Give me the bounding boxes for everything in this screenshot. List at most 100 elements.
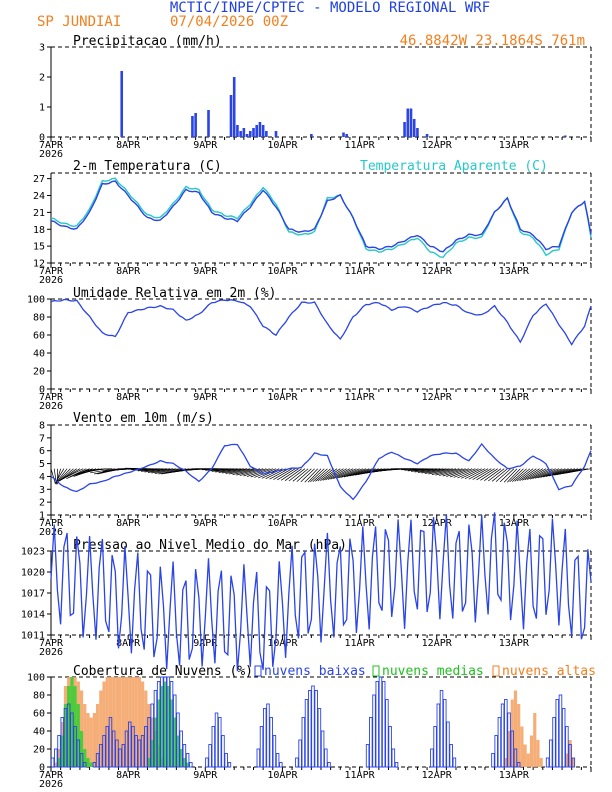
cloud-low-bar: [549, 739, 553, 768]
panel-title: 2-m Temperatura (C): [73, 159, 222, 174]
wind-barb: [280, 468, 299, 481]
cloud-low-bar: [256, 748, 261, 768]
cloud-low-bar: [568, 744, 572, 768]
wind-barb: [349, 468, 373, 477]
cloud-high-bar: [96, 704, 100, 767]
wind-barb: [151, 468, 177, 474]
precip-bar: [274, 131, 278, 137]
wind-barb: [90, 468, 116, 474]
cloud-low-bar: [63, 708, 68, 768]
x-tick-label: 10APR: [267, 638, 298, 649]
y-tick-label: 2: [39, 73, 45, 84]
year-label: 2026: [39, 149, 63, 160]
x-tick-label: 13APR: [499, 266, 530, 277]
x-tick-label: 8APR: [116, 392, 141, 403]
wind-barb: [411, 468, 437, 472]
cloud-mid-bar: [67, 686, 71, 767]
cloud-mid-bar: [169, 699, 174, 767]
wind-barb: [232, 468, 257, 475]
cloud-low-bar: [369, 717, 373, 768]
x-tick-label: 7APR: [39, 266, 64, 277]
cloud-legend-swatch: [254, 665, 262, 677]
cloud-low-bar: [92, 762, 97, 768]
wind-barb: [341, 468, 363, 478]
wind-barb: [431, 468, 457, 475]
panel-title: Precipitacao (mm/h): [73, 34, 222, 49]
wind-barb: [414, 468, 440, 473]
wind-barb: [537, 468, 559, 479]
x-tick-label: 12APR: [422, 392, 453, 403]
cloud-high-bar: [571, 758, 575, 767]
cloud-low-bar: [311, 685, 315, 768]
wind-barb: [312, 468, 328, 482]
y-tick-label: 2: [39, 498, 45, 509]
cloud-high-bar: [507, 731, 511, 767]
wind-barb: [292, 468, 309, 482]
y-tick-label: 1017: [21, 589, 45, 600]
x-tick-label: 10APR: [267, 518, 298, 529]
cloud-low-bar: [430, 748, 434, 768]
cloud-low-bar: [507, 712, 511, 768]
cloud-mid-bar: [153, 717, 158, 767]
year-label: 2026: [39, 779, 63, 790]
wind-barb: [503, 468, 518, 483]
x-tick-label: 7APR: [39, 392, 64, 403]
y-tick-label: 1: [39, 511, 45, 522]
wind-barb: [461, 468, 482, 479]
cloud-high-bar: [121, 677, 125, 767]
wind-barb: [222, 468, 248, 474]
x-tick-label: 7APR: [39, 140, 64, 151]
cloud-high-bar: [504, 758, 508, 767]
panel-6: Cobertura de Nuvens (%) 0 20 40 60 80 100 7APR 8…: [27, 664, 596, 790]
wind-barb: [428, 468, 453, 475]
cloud-low-bar: [304, 699, 309, 768]
wind-barb: [524, 468, 543, 481]
cloud-high-bar: [568, 740, 572, 767]
wind-barb: [476, 468, 495, 481]
y-tick-label: 21: [33, 208, 45, 219]
wind-barb: [243, 468, 267, 477]
cloud-low-bar: [189, 762, 193, 768]
cloud-low-bar: [446, 721, 450, 768]
cloud-high-bar: [105, 677, 109, 767]
precip-bar: [245, 134, 249, 137]
cloud-low-bar: [298, 739, 302, 768]
wind-barb: [545, 468, 569, 477]
cloud-mid-bar: [173, 717, 177, 767]
y-tick-label: 60: [33, 331, 45, 342]
cloud-mid-bar: [157, 699, 161, 767]
cloud-high-bar: [523, 744, 527, 767]
cloud-low-bar: [163, 676, 167, 768]
wind-barb: [269, 468, 290, 480]
wind-barb: [495, 468, 511, 482]
y-tick-label: 20: [33, 367, 45, 378]
wind-barb: [229, 468, 254, 475]
wind-barb: [57, 468, 71, 483]
cloud-mid-bar: [79, 731, 84, 767]
y-tick-label: 1023: [21, 547, 45, 558]
y-tick-label: 1020: [21, 568, 45, 579]
cloud-low-bar: [221, 735, 225, 768]
wind-barb: [507, 468, 521, 483]
x-tick-label: 8APR: [116, 266, 141, 277]
cloud-high-bar: [54, 762, 58, 767]
panel-4: Vento em 10m (m/s) 1 2 3 4 5 6 78 7APR 8APR 9APR 10…: [39, 411, 592, 538]
wind-barb: [327, 468, 347, 480]
wind-barbs: [50, 467, 592, 485]
x-tick-label: 12APR: [422, 638, 453, 649]
cloud-low-bar: [124, 730, 129, 768]
cloud-low-bar: [76, 739, 81, 768]
panel-title: Pressao ao Nivel Medio do Mar (hPa): [73, 538, 347, 553]
y-tick-label: 8: [39, 421, 45, 432]
x-tick-label: 9APR: [193, 140, 218, 151]
cloud-mid-bar: [57, 758, 61, 767]
wind-barb: [535, 468, 556, 479]
y-tick-label: 1: [39, 103, 45, 114]
panel-title: Vento em 10m (m/s): [73, 411, 214, 426]
cloud-mid-bar: [163, 681, 167, 767]
wind-barb: [208, 468, 235, 472]
x-tick-label: 10APR: [267, 392, 298, 403]
year-label: 2026: [39, 401, 63, 412]
wind-barb: [134, 468, 161, 471]
